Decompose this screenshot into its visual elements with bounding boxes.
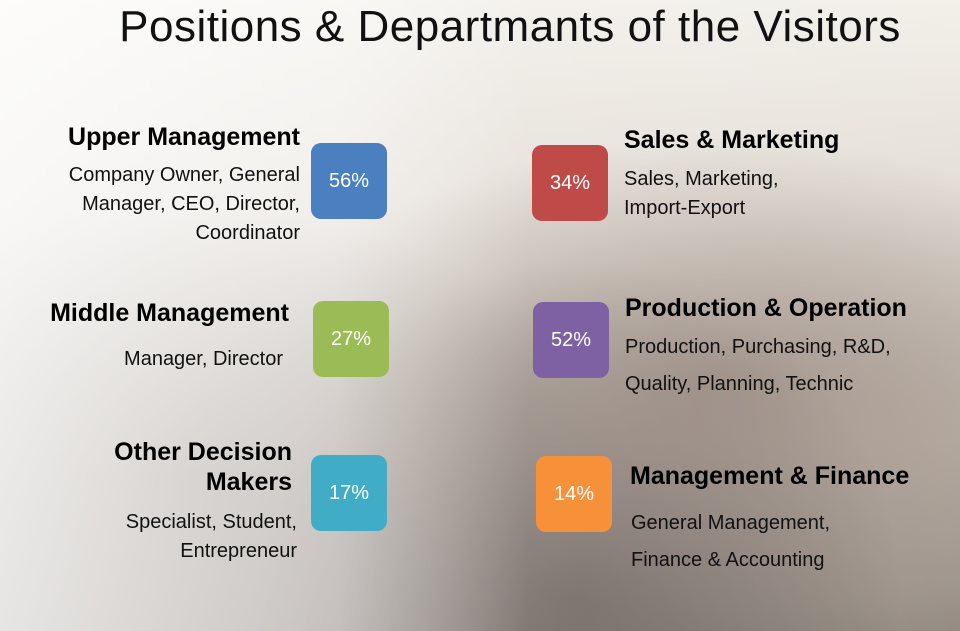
production-operation-heading: Production & Operation — [625, 294, 907, 322]
middle-management-heading: Middle Management — [50, 299, 289, 327]
heading-line: Makers — [205, 468, 292, 496]
management-finance-heading: Management & Finance — [630, 462, 910, 490]
desc-line: Manager, CEO, Director, — [82, 193, 300, 215]
management-finance-description: General Management, Finance & Accounting — [631, 505, 830, 579]
desc-line: General Management, — [631, 512, 831, 534]
other-decision-makers-badge: 17% — [311, 455, 387, 531]
desc-line: Manager, Director — [124, 348, 283, 370]
desc-line: Company Owner, General — [68, 164, 300, 186]
page-title: Positions & Departmants of the Visitors — [119, 2, 901, 51]
other-decision-makers-heading: Other Decision Makers — [114, 437, 292, 497]
heading-line: Other Decision — [114, 438, 292, 466]
upper-management-description: Company Owner, General Manager, CEO, Dir… — [69, 161, 300, 248]
desc-line: Entrepreneur — [180, 540, 297, 562]
sales-marketing-badge: 34% — [532, 145, 608, 221]
sales-marketing-heading: Sales & Marketing — [624, 126, 840, 154]
middle-management-description: Manager, Director — [124, 345, 283, 374]
desc-line: Finance & Accounting — [631, 549, 825, 571]
desc-line: Quality, Planning, Technic — [625, 373, 854, 395]
production-operation-description: Production, Purchasing, R&D, Quality, Pl… — [625, 329, 891, 403]
other-decision-makers-description: Specialist, Student, Entrepreneur — [126, 508, 297, 566]
middle-management-badge: 27% — [313, 301, 389, 377]
upper-management-heading: Upper Management — [68, 123, 300, 151]
desc-line: Production, Purchasing, R&D, — [625, 336, 891, 358]
sales-marketing-description: Sales, Marketing, Import-Export — [624, 165, 779, 223]
desc-line: Import-Export — [624, 197, 746, 219]
upper-management-badge: 56% — [311, 143, 387, 219]
desc-line: Sales, Marketing, — [624, 168, 779, 190]
desc-line: Coordinator — [195, 222, 300, 244]
management-finance-badge: 14% — [536, 456, 612, 532]
desc-line: Specialist, Student, — [125, 511, 297, 533]
production-operation-badge: 52% — [533, 302, 609, 378]
